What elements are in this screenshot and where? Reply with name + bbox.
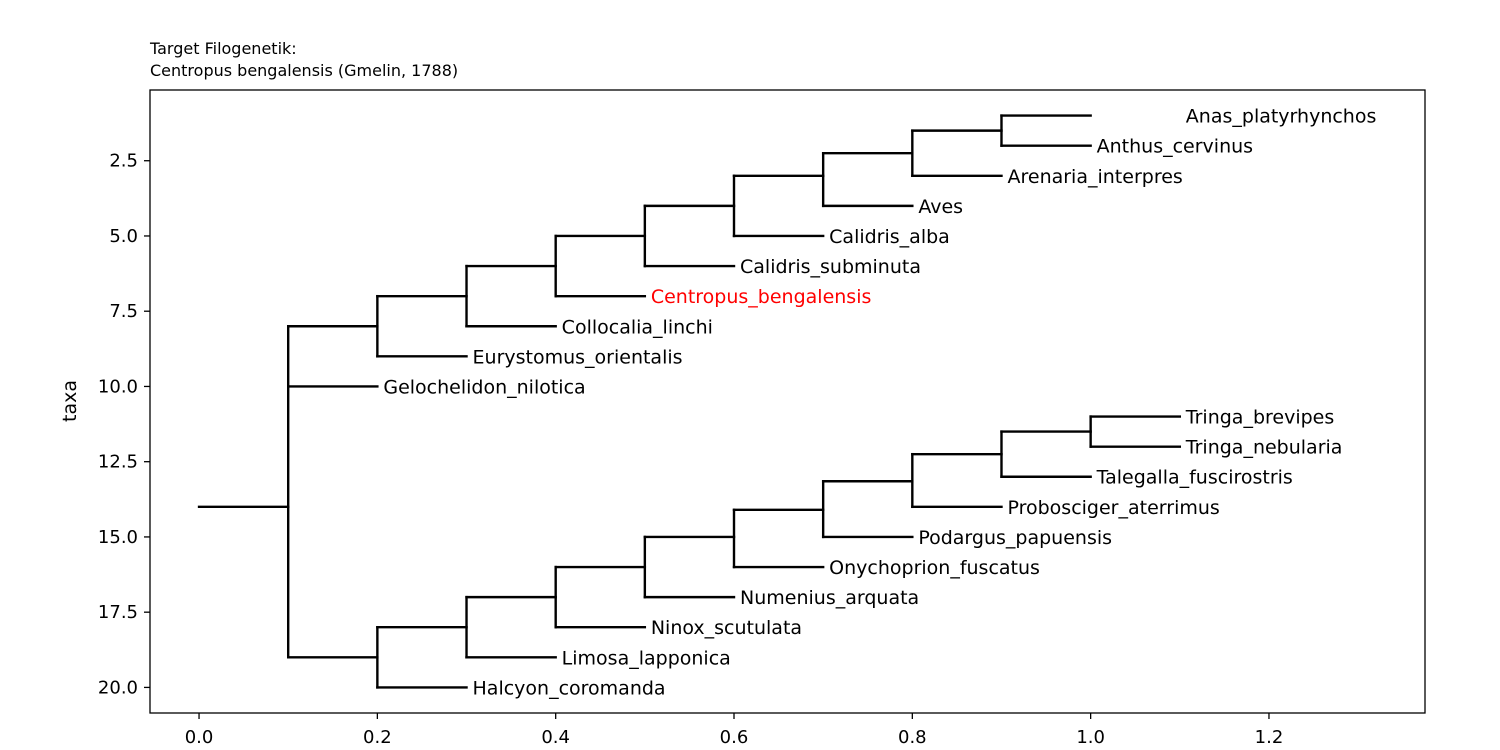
y-tick-label: 5.0 [109, 226, 138, 247]
taxon-label: Tringa_brevipes [1185, 407, 1334, 429]
taxon-label: Probosciger_aterrimus [1007, 497, 1219, 519]
y-tick-label: 20.0 [98, 677, 138, 698]
taxon-label: Collocalia_linchi [562, 316, 713, 338]
y-tick-label: 10.0 [98, 376, 138, 397]
chart-title: Target Filogenetik: Centropus bengalensi… [150, 38, 458, 82]
y-tick-label: 7.5 [109, 301, 138, 322]
taxon-label: Talegalla_fuscirostris [1096, 467, 1293, 489]
x-tick-label: 0.4 [541, 727, 570, 748]
taxon-label: Calidris_alba [829, 226, 950, 248]
y-tick-label: 2.5 [109, 151, 138, 172]
x-tick-label: 0.0 [185, 727, 214, 748]
y-axis: 2.5 5.0 7.5 10.0 12.5 15.0 17.5 20.0 [98, 151, 150, 698]
taxon-label: Onychoprion_fuscatus [829, 557, 1040, 579]
y-tick-label: 17.5 [98, 602, 138, 623]
y-axis-label: taxa [59, 380, 81, 422]
taxon-label: Gelochelidon_nilotica [383, 376, 585, 398]
taxon-label: Calidris_subminuta [740, 256, 921, 278]
taxon-label: Ninox_scutulata [651, 617, 802, 639]
tree-branches [197, 114, 1182, 689]
taxon-label: Podargus_papuensis [918, 527, 1112, 549]
taxon-label: Tringa_nebularia [1185, 437, 1343, 459]
plot-frame [149, 89, 1426, 714]
taxon-label: Aves [918, 196, 963, 218]
taxon-label: Numenius_arquata [740, 587, 919, 609]
chart-title-line-2: Centropus bengalensis (Gmelin, 1788) [150, 61, 459, 80]
x-tick-label: 0.6 [720, 727, 749, 748]
taxon-label: Arenaria_interpres [1007, 166, 1182, 188]
y-tick-label: 12.5 [98, 452, 138, 473]
x-tick-label: 0.2 [363, 727, 392, 748]
taxon-label: Anthus_cervinus [1097, 136, 1253, 158]
taxon-label: Eurystomus_orientalis [473, 346, 683, 368]
taxon-label: Anas_platyrhynchos [1186, 106, 1377, 128]
chart-title-line-1: Target Filogenetik: [150, 39, 297, 58]
x-tick-label: 0.8 [898, 727, 927, 748]
x-axis: 0.0 0.2 0.4 0.6 0.8 1.0 1.2 [185, 713, 1284, 748]
x-tick-label: 1.2 [1255, 727, 1284, 748]
x-tick-label: 1.0 [1076, 727, 1105, 748]
taxon-label: Limosa_lapponica [562, 647, 731, 669]
taxon-label: Halcyon_coromanda [473, 677, 666, 699]
taxon-labels: Anas_platyrhynchos Anthus_cervinus Arenari… [383, 106, 1376, 700]
y-tick-label: 15.0 [98, 527, 138, 548]
taxon-label-highlighted: Centropus_bengalensis [651, 286, 872, 308]
